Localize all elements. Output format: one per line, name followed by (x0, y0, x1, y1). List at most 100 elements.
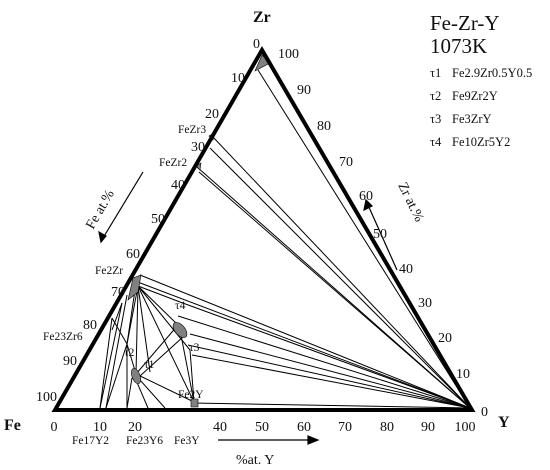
left-tick: 60 (126, 247, 140, 262)
tie-line (191, 354, 471, 409)
legend-formula: Fe10Zr5Y2 (452, 135, 510, 149)
bottom-ticks: 0 10 20 40 50 60 70 80 90 100 (51, 420, 476, 435)
fe-arrow-head (98, 230, 107, 244)
tie-line (111, 317, 128, 345)
left-tick: 10 (231, 71, 245, 86)
bottom-tick: 20 (128, 420, 142, 435)
tie-line (126, 289, 136, 345)
phase-tau1: τ1 (144, 359, 155, 371)
phase-labels: FeZr3 FeZr2 Fe2Zr Fe23Zr6 Fe17Y2 Fe23Y6 … (43, 124, 206, 447)
phase-regions (127, 54, 271, 408)
tie-line (135, 324, 179, 375)
tau3-region (172, 322, 188, 338)
tie-line (179, 301, 471, 409)
left-ticks: 0 10 20 30 40 50 60 70 80 90 100 (36, 37, 260, 405)
right-tick: 0 (481, 405, 488, 420)
tie-line (179, 329, 195, 403)
temperature-label: 1073K (430, 34, 487, 58)
tie-line (99, 302, 123, 409)
right-tick: 20 (438, 331, 452, 346)
right-tick: 60 (359, 189, 373, 204)
left-tick: 70 (111, 285, 125, 300)
tie-line (198, 171, 471, 409)
tie-line (139, 379, 166, 409)
right-ticks: 100 90 80 70 60 50 40 30 20 10 0 (278, 47, 488, 420)
triangle-frame (51, 46, 476, 412)
phase-fe17y2: Fe17Y2 (72, 435, 109, 447)
tie-line (126, 377, 133, 409)
tau1-region (131, 368, 141, 384)
legend-sym: τ4 (430, 135, 442, 149)
right-tick: 50 (373, 227, 387, 242)
left-tick: 40 (171, 178, 185, 193)
right-tick: 70 (339, 155, 353, 170)
legend-sym: τ3 (430, 112, 441, 126)
tie-line (134, 280, 471, 409)
right-tick: 30 (418, 296, 432, 311)
phase-fezr3: FeZr3 (178, 124, 206, 136)
bottom-tick: 60 (297, 420, 311, 435)
tie-line (137, 285, 195, 403)
bottom-tick: 70 (338, 420, 352, 435)
right-tick: 100 (278, 47, 299, 62)
vertex-y: Y (498, 414, 510, 431)
phase-fe23y6: Fe23Y6 (126, 435, 163, 447)
left-tick: 30 (191, 140, 205, 155)
fezr2-region (195, 162, 202, 171)
phase-fe2zr: Fe2Zr (95, 265, 123, 277)
bottom-tick: 80 (380, 420, 394, 435)
legend-sym: τ1 (430, 66, 441, 80)
system-title: Fe-Zr-Y (430, 11, 500, 35)
tie-line (137, 285, 179, 326)
phase-fezr2: FeZr2 (159, 157, 187, 169)
legend-sym: τ2 (430, 89, 441, 103)
legend-formula: Fe2.9Zr0.5Y0.5 (452, 66, 532, 80)
tie-line (211, 135, 471, 409)
tie-lines (99, 69, 471, 409)
vertex-zr: Zr (253, 9, 271, 26)
right-tick: 40 (399, 262, 413, 277)
tie-line (139, 274, 471, 409)
fe2y-region (190, 398, 199, 408)
phase-fe3y: Fe3Y (174, 435, 200, 447)
legend-formula: Fe9Zr2Y (452, 89, 498, 103)
tie-line (257, 69, 471, 409)
y-arrow-head (307, 435, 320, 445)
left-tick: 20 (205, 107, 219, 122)
bottom-tick: 10 (93, 420, 107, 435)
legend: τ1 Fe2.9Zr0.5Y0.5 τ2 Fe9Zr2Y τ3 Fe3ZrY τ… (430, 66, 532, 149)
bottom-tick: 50 (255, 420, 269, 435)
left-tick: 50 (151, 212, 165, 227)
bottom-tick: 100 (455, 420, 476, 435)
vertex-fe: Fe (4, 417, 21, 434)
fe-axis-label: Fe at.% (83, 187, 118, 232)
tie-line (209, 147, 471, 409)
tie-line (139, 335, 185, 377)
tie-line (135, 285, 139, 375)
tie-line (135, 373, 195, 403)
phase-fe23zr6: Fe23Zr6 (43, 331, 83, 343)
phase-fe2y: Fe2Y (178, 389, 204, 401)
tie-line (99, 317, 113, 409)
tie-line (111, 302, 123, 331)
axis-arrows (98, 171, 398, 445)
fe-arrow-line (102, 171, 144, 239)
zr-arrow-head (363, 198, 374, 212)
tie-line (189, 333, 471, 409)
tie-line (137, 285, 181, 303)
tie-line (191, 402, 471, 409)
fe2zr-region (127, 274, 142, 301)
tie-line (105, 294, 128, 409)
right-tick: 80 (317, 119, 331, 134)
tie-line (189, 349, 195, 403)
zr-axis-label: Zr at.% (394, 180, 426, 225)
tie-line (105, 343, 128, 409)
tie-line (135, 379, 149, 409)
left-tick: 0 (253, 37, 260, 52)
left-tick: 80 (83, 318, 97, 333)
phase-tau3: τ3 (189, 342, 200, 354)
right-tick: 10 (456, 367, 470, 382)
phase-tau4: τ4 (175, 300, 186, 312)
bottom-tick: 40 (213, 420, 227, 435)
